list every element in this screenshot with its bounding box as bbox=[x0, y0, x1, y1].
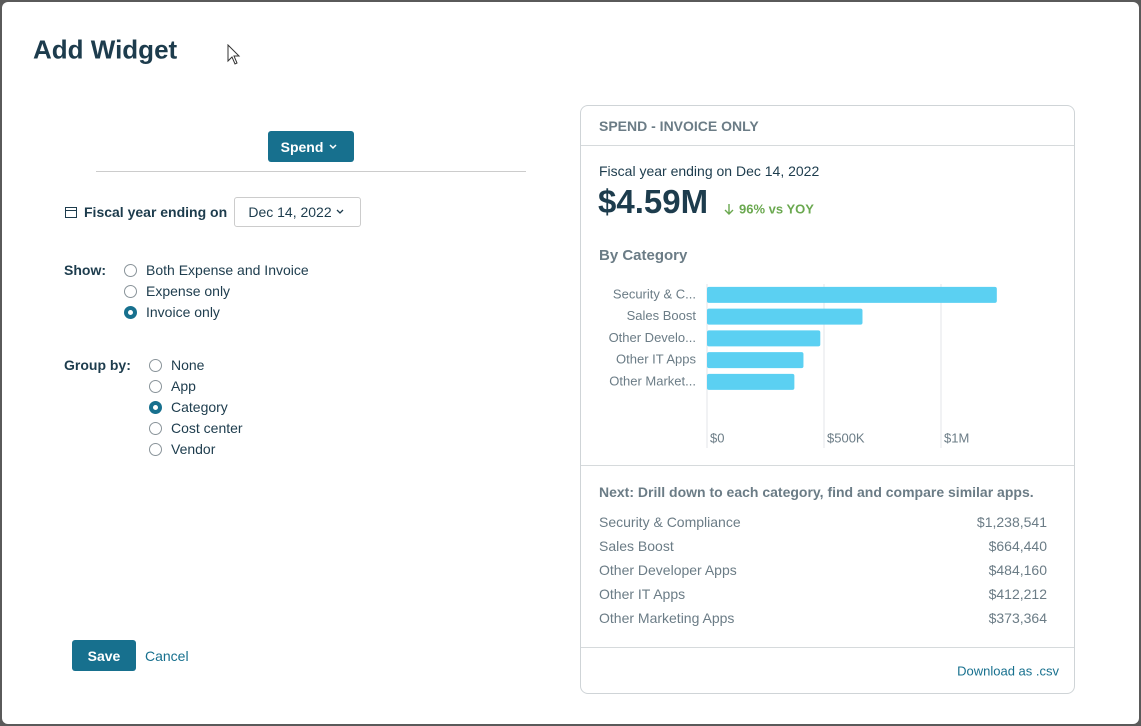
radio-button[interactable] bbox=[148, 442, 162, 456]
total: $4.59M bbox=[598, 183, 709, 220]
radio-label[interactable]: Vendor bbox=[171, 441, 216, 457]
y-tick-label: Sales Boost bbox=[627, 308, 697, 323]
radio-button[interactable] bbox=[148, 358, 162, 372]
radio-label[interactable]: Cost center bbox=[171, 420, 243, 436]
category-amount: $484,160 bbox=[988, 562, 1047, 578]
group-label: Group by: bbox=[64, 357, 131, 373]
preview-subtitle: Fiscal year ending on Dec 14, 2022 bbox=[599, 163, 820, 179]
radio-label[interactable]: None bbox=[171, 357, 205, 373]
metric-dropdown[interactable]: Spend bbox=[268, 131, 354, 162]
divider bbox=[581, 145, 1074, 146]
radio-label[interactable]: Expense only bbox=[146, 283, 231, 299]
cancel-link[interactable]: Cancel bbox=[145, 648, 189, 664]
category-name: Security & Compliance bbox=[599, 514, 741, 530]
download-link[interactable]: Download as .csv bbox=[957, 663, 1059, 679]
down-arrow bbox=[724, 204, 734, 215]
radio-button[interactable] bbox=[148, 400, 162, 414]
bar bbox=[707, 373, 795, 390]
bar bbox=[707, 330, 821, 347]
next-text: Next: Drill down to each category, find … bbox=[599, 484, 1034, 500]
category-name: Sales Boost bbox=[599, 538, 674, 554]
radio-button[interactable] bbox=[123, 305, 137, 319]
category-name: Other Marketing Apps bbox=[599, 610, 735, 626]
category-amount: $1,238,541 bbox=[976, 514, 1047, 530]
radio-label[interactable]: Category bbox=[171, 399, 228, 415]
preview-card bbox=[580, 105, 1075, 694]
radio-label[interactable]: Both Expense and Invoice bbox=[146, 262, 309, 278]
radio-label[interactable]: App bbox=[171, 378, 196, 394]
metric-label: Spend bbox=[280, 138, 324, 155]
x-tick-label: $500K bbox=[827, 430, 865, 445]
radio-button[interactable] bbox=[123, 284, 137, 298]
y-tick-label: Other IT Apps bbox=[616, 352, 696, 367]
category-name: Other IT Apps bbox=[599, 586, 686, 602]
cursor bbox=[227, 44, 241, 65]
date-dropdown[interactable]: Dec 14, 2022 bbox=[234, 197, 361, 227]
date-value: Dec 14, 2022 bbox=[248, 204, 332, 220]
bar bbox=[707, 286, 997, 303]
preview-header: SPEND - INVOICE ONLY bbox=[599, 118, 759, 134]
dialog-title: Add Widget bbox=[33, 34, 178, 65]
bar bbox=[707, 352, 804, 369]
category-amount: $412,212 bbox=[988, 586, 1047, 602]
bar bbox=[707, 308, 863, 325]
radio-button[interactable] bbox=[123, 263, 137, 277]
fiscal-label: Fiscal year ending on bbox=[84, 204, 228, 220]
category-amount: $373,364 bbox=[988, 610, 1047, 626]
radio-button[interactable] bbox=[148, 421, 162, 435]
calendar-icon bbox=[65, 207, 77, 218]
change: 96% vs YOY bbox=[739, 201, 814, 217]
divider bbox=[581, 465, 1074, 466]
y-tick-label: Security & C... bbox=[613, 286, 696, 301]
divider bbox=[581, 647, 1074, 648]
radio-button[interactable] bbox=[148, 379, 162, 393]
radio-label[interactable]: Invoice only bbox=[146, 304, 220, 320]
category-name: Other Developer Apps bbox=[599, 562, 737, 578]
category-amount: $664,440 bbox=[988, 538, 1047, 554]
chevron bbox=[329, 143, 337, 149]
chart-title: By Category bbox=[599, 247, 688, 264]
x-tick-label: $1M bbox=[944, 430, 969, 445]
chevron bbox=[336, 209, 344, 214]
divider bbox=[96, 171, 526, 172]
y-tick-label: Other Market... bbox=[609, 373, 696, 388]
y-tick-label: Other Develo... bbox=[609, 330, 696, 345]
save-button[interactable]: Save bbox=[72, 640, 136, 671]
x-tick-label: $0 bbox=[710, 430, 724, 445]
show-label: Show: bbox=[64, 262, 106, 278]
